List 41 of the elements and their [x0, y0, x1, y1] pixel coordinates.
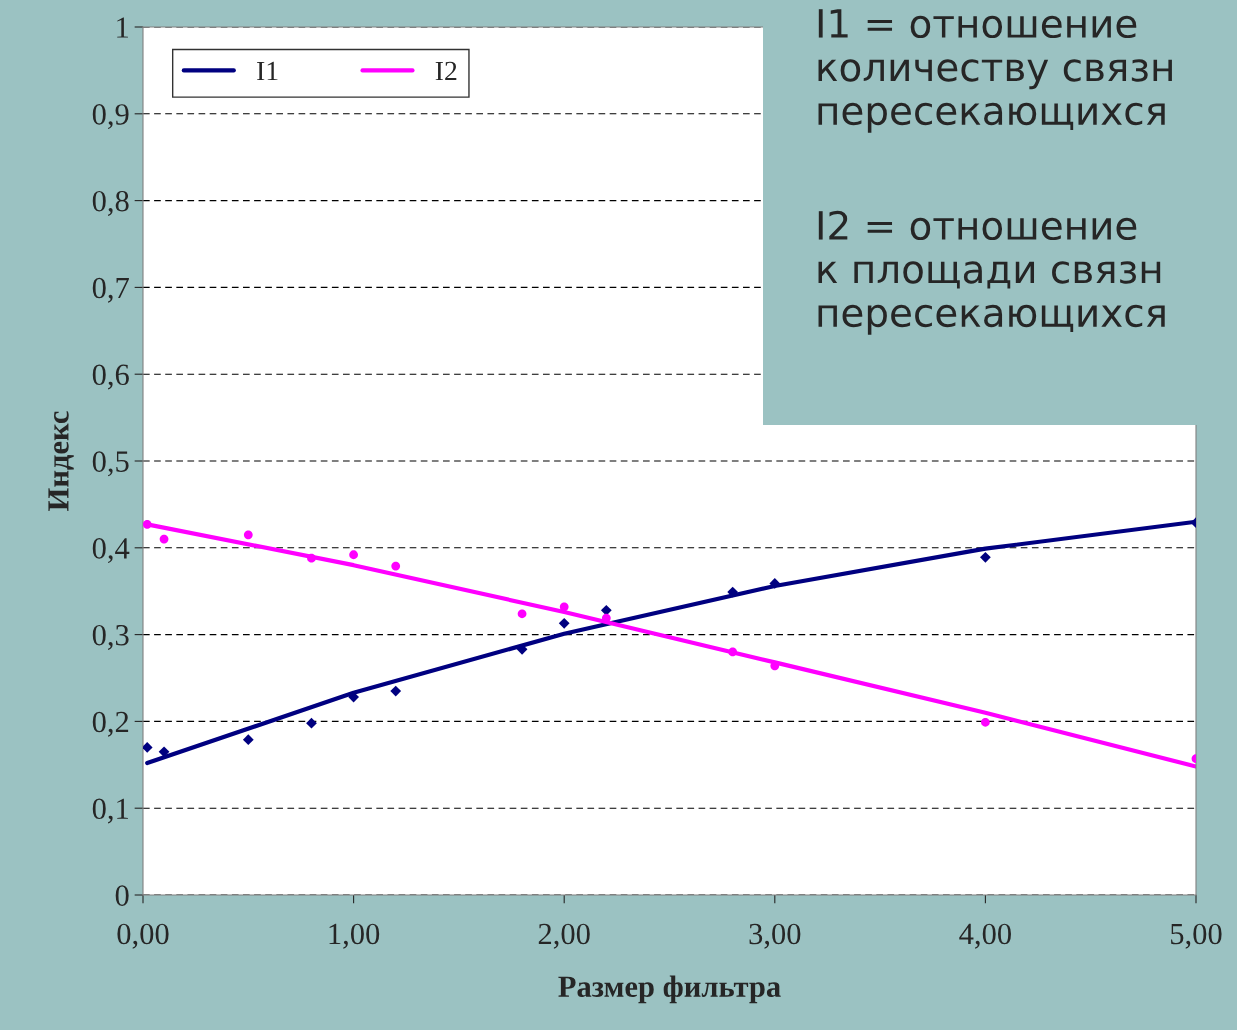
legend-label: I2: [435, 61, 457, 81]
point: [306, 717, 317, 729]
y-tick-label: 1: [117, 17, 128, 38]
point: [349, 550, 358, 560]
point: [390, 685, 402, 697]
y-axis-title: Индекс: [48, 411, 74, 511]
x-tick-label: 3,00: [749, 923, 801, 949]
point: [517, 609, 527, 619]
point: [559, 602, 569, 612]
point: [243, 530, 253, 540]
y-tick-label: 0: [115, 885, 129, 906]
point: [143, 519, 152, 529]
y-tick-label: 0,2: [92, 711, 129, 737]
point: [980, 551, 991, 563]
y-tick-label: 0,1: [92, 798, 128, 824]
point: [242, 734, 254, 746]
point: [769, 578, 781, 589]
point: [391, 561, 401, 571]
x-tick-label: 2,00: [538, 923, 590, 949]
point: [981, 717, 990, 727]
y-tick-label: 0,7: [92, 277, 129, 303]
x-tick-label: 4,00: [959, 923, 1011, 949]
y-tick-label: 0,3: [92, 624, 129, 650]
y-tick-label: 0,6: [92, 364, 129, 390]
annotation: I1 = отношение количеству связн пересекающихся: [818, 9, 1172, 133]
point: [159, 534, 169, 544]
y-tick-label: 0,5: [92, 451, 129, 477]
x-tick-label: 5,00: [1171, 923, 1222, 949]
point: [307, 553, 316, 563]
y-tick-label: 0,8: [92, 190, 129, 216]
point: [728, 647, 738, 657]
point: [143, 742, 153, 753]
x-axis-title: Размер фильтра: [558, 975, 781, 1004]
annotation: I2 = отношение к площади связн пересекающихся: [818, 210, 1165, 335]
point: [558, 617, 570, 629]
x-tick-label: 1,00: [329, 923, 380, 949]
x-tick-label: 0,00: [117, 923, 169, 949]
legend-label: I1: [257, 61, 278, 81]
y-tick-label: 0,9: [92, 104, 129, 130]
y-tick-label: 0,4: [92, 538, 130, 564]
point: [727, 586, 739, 598]
